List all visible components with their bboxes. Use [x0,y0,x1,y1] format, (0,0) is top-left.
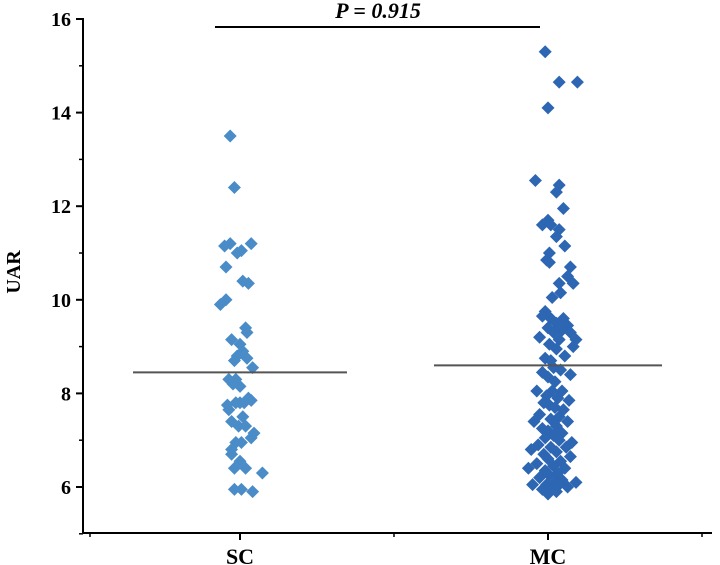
mc-point [530,457,544,471]
mc-point [533,471,547,485]
sc-point [244,237,258,251]
mc-point [559,440,573,454]
mc-point [561,414,575,428]
mc-point [549,342,563,356]
sc-point [246,485,260,499]
sc-point [239,461,253,475]
y-tick-label: 10 [51,290,71,312]
mc-point [569,475,583,489]
mc-point [562,393,576,407]
x-axis-ticks: SC MC [89,533,703,565]
sc-point [244,431,258,445]
mc-point [556,202,570,216]
mc-point [524,443,538,457]
mc-point [538,45,552,59]
mc-point [561,480,575,494]
sc-point [240,326,254,340]
mc-point [554,363,568,377]
sc-point [234,482,248,496]
sc-point [241,276,255,290]
sc-point [222,403,236,417]
sc-point [234,244,248,258]
sc-point [232,419,246,433]
mc-point [528,173,542,187]
sc-point [223,129,237,143]
mc-point [554,286,568,300]
y-axis-title: UAR [3,250,25,294]
mc-point [542,255,556,269]
sc-point [236,410,250,424]
mc-point [541,101,555,115]
sc-point [246,361,260,375]
mc-point [552,276,566,290]
sc-point [239,419,253,433]
sc-point [233,396,247,410]
mc-point [566,340,580,354]
mc-point [563,368,577,382]
mc-point [563,450,577,464]
sc-point [227,482,241,496]
mc-point [530,384,544,398]
sc-point [225,447,239,461]
mc-point [552,433,566,447]
mc-point [549,445,563,459]
mc-point [549,185,563,199]
mc-point [558,239,572,253]
y-tick-label: 16 [51,9,71,31]
mc-point [558,349,572,363]
p-value-annotation: P = 0.915 [334,0,421,23]
mc-point [551,391,565,405]
sc-point [225,333,239,347]
sc-point [219,260,233,274]
sc-point [233,379,247,393]
mc-point [544,218,558,232]
mc-point [570,75,584,89]
sc-point [234,436,248,450]
mc-point [566,276,580,290]
x-tick-label-sc: SC [226,544,254,565]
sc-point [227,461,241,475]
sc-point [227,354,241,368]
sc-point [227,180,241,194]
x-tick-label-mc: MC [530,544,567,565]
mc-point [535,218,549,232]
y-axis-ticks: 6 8 10 12 14 16 [51,9,83,535]
mc-point [552,333,566,347]
mc-point [526,478,540,492]
mc-point [552,75,566,89]
mc-point [549,230,563,244]
mc-point [527,414,541,428]
y-tick-label: 14 [51,103,71,125]
sc-point [219,293,233,307]
y-tick-label: 6 [61,477,71,499]
sc-point [244,393,258,407]
mc-point [533,330,547,344]
mc-point [563,260,577,274]
mean-lines [133,364,662,374]
data-points [213,45,584,501]
sc-point [255,466,269,480]
y-tick-label: 12 [51,196,71,218]
mc-point [538,431,552,445]
mc-point [548,375,562,389]
sc-point [223,237,237,251]
plot-area: 6 8 10 12 14 16 SC MC P = 0.915 [51,0,712,565]
y-tick-label: 8 [61,383,71,405]
mc-point [541,487,555,501]
sc-point [240,351,254,365]
mc-point [545,290,559,304]
mc-point [521,461,535,475]
